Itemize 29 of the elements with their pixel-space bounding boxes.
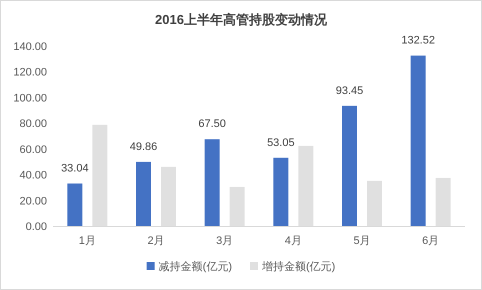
y-tick-label: 120.00	[13, 66, 47, 79]
data-label: 53.05	[267, 136, 295, 149]
data-label: 49.86	[130, 140, 158, 153]
x-tick-label: 5月	[353, 235, 371, 247]
data-label: 132.52	[401, 34, 435, 47]
bar	[67, 184, 82, 226]
legend-label: 减持金额(亿元)	[158, 260, 232, 273]
y-tick-label: 100.00	[13, 92, 47, 104]
x-tick-label: 6月	[422, 235, 440, 247]
y-tick-label: 40.00	[19, 170, 47, 182]
y-tick-label: 140.00	[13, 41, 47, 53]
y-tick-label: 80.00	[19, 118, 47, 130]
data-label: 33.04	[61, 162, 89, 175]
x-tick-label: 3月	[216, 235, 234, 247]
data-label: 93.45	[336, 84, 364, 97]
bar	[204, 139, 220, 226]
bar	[136, 162, 151, 226]
chart-title: 2016上半年高管持股变动情况	[155, 12, 328, 27]
bar	[410, 56, 426, 226]
bar	[342, 106, 357, 226]
y-tick-label: 0.00	[26, 221, 47, 233]
legend-label: 增持金额(亿元)	[261, 260, 336, 273]
y-tick-label: 60.00	[19, 144, 47, 156]
x-tick-label: 1月	[78, 235, 96, 247]
bar	[273, 158, 288, 226]
data-label: 67.50	[198, 118, 226, 130]
x-tick-label: 2月	[147, 235, 165, 247]
x-tick-label: 4月	[284, 235, 302, 247]
y-tick-label: 20.00	[19, 195, 47, 208]
